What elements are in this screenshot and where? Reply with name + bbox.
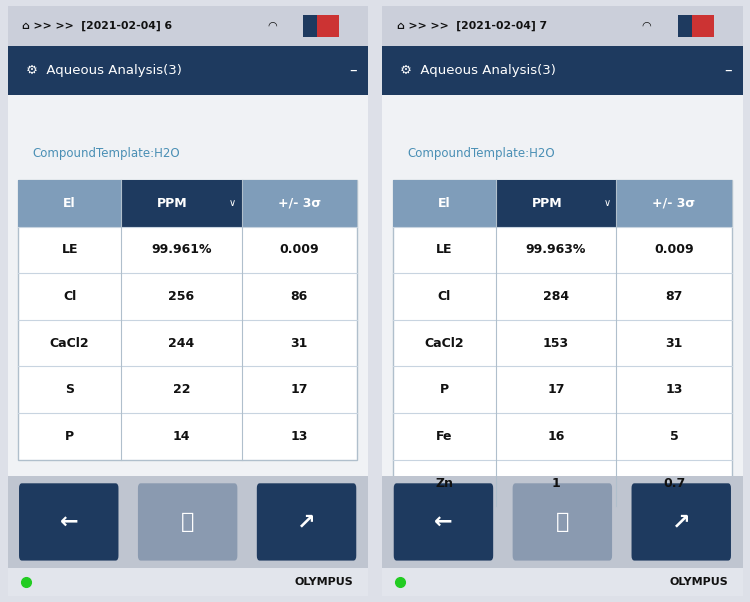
Text: 17: 17: [290, 383, 308, 396]
FancyBboxPatch shape: [393, 180, 496, 227]
Text: Zn: Zn: [435, 477, 453, 489]
Text: 16: 16: [548, 430, 565, 443]
Text: ⌂ >> >>  [2021-02-04] 7: ⌂ >> >> [2021-02-04] 7: [397, 21, 547, 31]
FancyBboxPatch shape: [138, 483, 237, 560]
Text: LE: LE: [436, 243, 452, 256]
FancyBboxPatch shape: [394, 483, 494, 560]
FancyBboxPatch shape: [8, 6, 368, 596]
Text: ⎙: ⎙: [556, 512, 569, 532]
Text: El: El: [63, 197, 76, 210]
Text: Fe: Fe: [436, 430, 452, 443]
Text: P: P: [440, 383, 449, 396]
FancyBboxPatch shape: [8, 6, 368, 46]
Text: 5: 5: [670, 430, 679, 443]
Text: ↗: ↗: [297, 512, 316, 532]
Text: PPM: PPM: [532, 197, 562, 210]
Text: LE: LE: [62, 243, 78, 256]
Text: El: El: [438, 197, 451, 210]
Text: 284: 284: [543, 290, 569, 303]
Text: 13: 13: [291, 430, 308, 443]
FancyBboxPatch shape: [513, 483, 612, 560]
FancyBboxPatch shape: [303, 15, 317, 37]
Text: P: P: [65, 430, 74, 443]
Text: 0.009: 0.009: [280, 243, 320, 256]
Text: ←: ←: [434, 512, 453, 532]
FancyBboxPatch shape: [256, 483, 356, 560]
FancyBboxPatch shape: [19, 483, 118, 560]
FancyBboxPatch shape: [678, 15, 714, 37]
Text: –: –: [350, 63, 357, 78]
FancyBboxPatch shape: [18, 180, 121, 227]
Text: Cl: Cl: [63, 290, 76, 303]
Text: ←: ←: [59, 512, 78, 532]
Text: 99.963%: 99.963%: [526, 243, 586, 256]
Text: 13: 13: [665, 383, 682, 396]
FancyBboxPatch shape: [382, 568, 742, 596]
FancyBboxPatch shape: [242, 180, 357, 227]
Text: CaCl2: CaCl2: [50, 337, 89, 350]
Text: ↗: ↗: [672, 512, 691, 532]
Text: 99.961%: 99.961%: [151, 243, 211, 256]
Text: 0.7: 0.7: [663, 477, 686, 489]
FancyBboxPatch shape: [121, 180, 242, 227]
Text: 31: 31: [291, 337, 308, 350]
Text: 17: 17: [548, 383, 565, 396]
Text: –: –: [724, 63, 732, 78]
FancyBboxPatch shape: [8, 476, 368, 568]
FancyBboxPatch shape: [382, 46, 742, 95]
Text: 244: 244: [168, 337, 194, 350]
Text: 153: 153: [543, 337, 569, 350]
Text: S: S: [65, 383, 74, 396]
Text: 1: 1: [552, 477, 560, 489]
Text: CompoundTemplate:H2O: CompoundTemplate:H2O: [407, 147, 555, 160]
Text: ⎙: ⎙: [181, 512, 194, 532]
Text: ◠: ◠: [267, 21, 277, 31]
FancyBboxPatch shape: [382, 476, 742, 568]
FancyBboxPatch shape: [18, 180, 357, 460]
FancyBboxPatch shape: [303, 15, 339, 37]
Text: OLYMPUS: OLYMPUS: [295, 577, 353, 587]
Text: 86: 86: [291, 290, 308, 303]
Text: ∨: ∨: [604, 199, 611, 208]
Text: +/- 3σ: +/- 3σ: [278, 197, 321, 210]
Text: ⌂ >> >>  [2021-02-04] 6: ⌂ >> >> [2021-02-04] 6: [22, 21, 172, 31]
Text: PPM: PPM: [157, 197, 188, 210]
Text: ⚙  Aqueous Analysis(3): ⚙ Aqueous Analysis(3): [400, 64, 556, 77]
FancyBboxPatch shape: [382, 6, 742, 596]
FancyBboxPatch shape: [616, 180, 732, 227]
Text: 31: 31: [665, 337, 682, 350]
Text: CompoundTemplate:H2O: CompoundTemplate:H2O: [33, 147, 180, 160]
FancyBboxPatch shape: [8, 568, 368, 596]
FancyBboxPatch shape: [632, 483, 731, 560]
Text: ⚙  Aqueous Analysis(3): ⚙ Aqueous Analysis(3): [26, 64, 182, 77]
Text: 22: 22: [172, 383, 190, 396]
FancyBboxPatch shape: [678, 15, 692, 37]
FancyBboxPatch shape: [496, 180, 616, 227]
Text: 14: 14: [172, 430, 190, 443]
Text: Cl: Cl: [438, 290, 451, 303]
Text: 256: 256: [168, 290, 194, 303]
Text: ◠: ◠: [641, 21, 651, 31]
FancyBboxPatch shape: [8, 46, 368, 95]
FancyBboxPatch shape: [393, 180, 732, 506]
Text: ∨: ∨: [229, 199, 236, 208]
Text: +/- 3σ: +/- 3σ: [652, 197, 695, 210]
Text: 87: 87: [665, 290, 682, 303]
Text: 0.009: 0.009: [654, 243, 694, 256]
Text: OLYMPUS: OLYMPUS: [669, 577, 728, 587]
FancyBboxPatch shape: [382, 6, 742, 46]
Text: CaCl2: CaCl2: [424, 337, 464, 350]
